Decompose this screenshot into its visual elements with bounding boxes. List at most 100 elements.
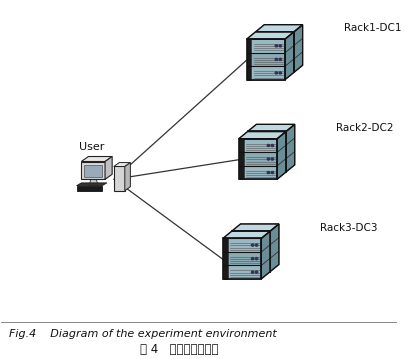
Circle shape — [260, 250, 263, 252]
Circle shape — [260, 264, 263, 266]
Circle shape — [276, 164, 278, 166]
Polygon shape — [81, 157, 112, 162]
Circle shape — [252, 271, 254, 273]
Circle shape — [279, 58, 282, 60]
Circle shape — [252, 257, 254, 260]
Polygon shape — [252, 66, 285, 80]
Polygon shape — [252, 53, 285, 66]
Polygon shape — [237, 258, 270, 272]
Polygon shape — [270, 251, 279, 272]
Circle shape — [267, 158, 270, 160]
Polygon shape — [125, 163, 131, 191]
Polygon shape — [256, 25, 303, 32]
Circle shape — [288, 65, 290, 67]
Circle shape — [279, 72, 282, 74]
Polygon shape — [294, 25, 303, 45]
Polygon shape — [114, 167, 125, 191]
Circle shape — [271, 144, 273, 146]
Polygon shape — [294, 52, 303, 73]
Polygon shape — [256, 32, 260, 73]
Polygon shape — [239, 132, 286, 139]
Polygon shape — [223, 231, 270, 238]
Circle shape — [288, 51, 290, 53]
Text: Rack2-DC2: Rack2-DC2 — [336, 123, 394, 133]
Polygon shape — [223, 238, 228, 279]
Circle shape — [288, 37, 290, 39]
Circle shape — [264, 264, 267, 266]
Circle shape — [276, 151, 278, 153]
Polygon shape — [228, 252, 261, 265]
Polygon shape — [247, 39, 252, 80]
Circle shape — [260, 237, 263, 239]
Polygon shape — [285, 32, 294, 53]
Polygon shape — [252, 131, 286, 145]
Circle shape — [255, 244, 258, 246]
Text: Fig.4    Diagram of the experiment environment: Fig.4 Diagram of the experiment environm… — [9, 329, 277, 339]
Circle shape — [255, 271, 258, 273]
Polygon shape — [286, 124, 295, 145]
Polygon shape — [237, 231, 270, 244]
Polygon shape — [261, 245, 270, 265]
Circle shape — [280, 137, 282, 139]
Polygon shape — [81, 162, 105, 179]
Circle shape — [252, 244, 254, 246]
Polygon shape — [260, 45, 294, 59]
Circle shape — [275, 58, 278, 60]
Polygon shape — [84, 165, 102, 177]
Circle shape — [284, 51, 287, 53]
Polygon shape — [286, 151, 295, 172]
Polygon shape — [239, 139, 244, 179]
Polygon shape — [228, 238, 261, 252]
Circle shape — [267, 144, 270, 146]
Polygon shape — [260, 59, 294, 73]
Text: Rack3-DC3: Rack3-DC3 — [320, 223, 378, 233]
Polygon shape — [232, 224, 279, 231]
Polygon shape — [294, 38, 303, 59]
Polygon shape — [270, 224, 279, 244]
Circle shape — [264, 237, 267, 239]
Circle shape — [276, 137, 278, 139]
Text: User: User — [79, 142, 105, 152]
Polygon shape — [260, 32, 294, 45]
Polygon shape — [277, 145, 286, 166]
Circle shape — [264, 250, 267, 252]
Polygon shape — [248, 131, 252, 172]
Polygon shape — [76, 186, 102, 191]
Polygon shape — [228, 265, 261, 279]
Polygon shape — [285, 59, 294, 80]
Circle shape — [284, 65, 287, 67]
Circle shape — [271, 158, 273, 160]
Polygon shape — [244, 139, 277, 152]
Polygon shape — [277, 159, 286, 179]
Polygon shape — [252, 39, 285, 53]
Polygon shape — [277, 132, 286, 152]
Polygon shape — [252, 145, 286, 158]
Polygon shape — [232, 231, 237, 272]
Circle shape — [280, 164, 282, 166]
Polygon shape — [247, 32, 294, 39]
Polygon shape — [244, 166, 277, 179]
Polygon shape — [114, 163, 131, 167]
Polygon shape — [237, 244, 270, 258]
Polygon shape — [286, 138, 295, 158]
Polygon shape — [89, 179, 98, 185]
Circle shape — [284, 37, 287, 39]
Polygon shape — [76, 183, 107, 186]
Circle shape — [255, 257, 258, 260]
Circle shape — [275, 72, 278, 74]
Polygon shape — [261, 231, 270, 252]
Polygon shape — [252, 158, 286, 172]
Text: 图 4   实验环境示意图: 图 4 实验环境示意图 — [140, 343, 218, 356]
Polygon shape — [248, 124, 295, 131]
Circle shape — [275, 45, 278, 47]
Circle shape — [271, 172, 273, 174]
Polygon shape — [244, 152, 277, 166]
Polygon shape — [285, 46, 294, 66]
Polygon shape — [270, 237, 279, 258]
Circle shape — [267, 172, 270, 174]
Text: Rack1-DC1: Rack1-DC1 — [344, 23, 401, 33]
Polygon shape — [105, 157, 112, 179]
Circle shape — [279, 45, 282, 47]
Polygon shape — [261, 258, 270, 279]
Circle shape — [280, 151, 282, 153]
